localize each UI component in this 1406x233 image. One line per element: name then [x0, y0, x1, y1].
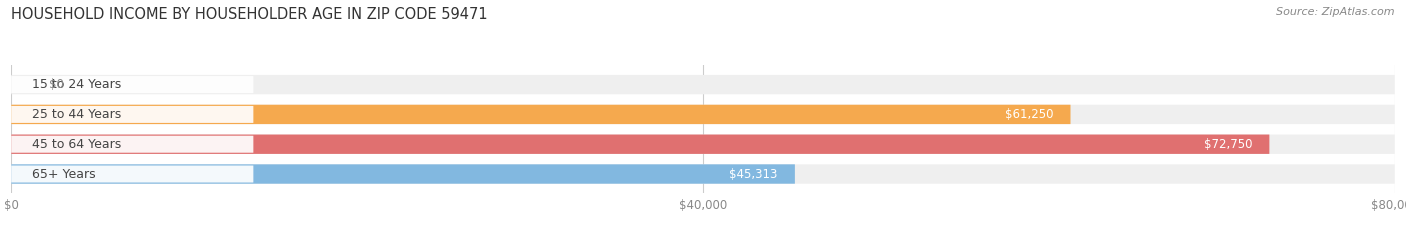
- FancyBboxPatch shape: [11, 134, 1395, 154]
- FancyBboxPatch shape: [11, 75, 1395, 94]
- FancyBboxPatch shape: [11, 105, 1395, 124]
- FancyBboxPatch shape: [11, 164, 794, 184]
- FancyBboxPatch shape: [11, 164, 1395, 184]
- Text: $0: $0: [49, 78, 65, 91]
- Text: 65+ Years: 65+ Years: [32, 168, 96, 181]
- Text: $45,313: $45,313: [730, 168, 778, 181]
- Text: 15 to 24 Years: 15 to 24 Years: [32, 78, 121, 91]
- Text: 25 to 44 Years: 25 to 44 Years: [32, 108, 121, 121]
- Text: $61,250: $61,250: [1005, 108, 1053, 121]
- Text: Source: ZipAtlas.com: Source: ZipAtlas.com: [1277, 7, 1395, 17]
- Text: HOUSEHOLD INCOME BY HOUSEHOLDER AGE IN ZIP CODE 59471: HOUSEHOLD INCOME BY HOUSEHOLDER AGE IN Z…: [11, 7, 488, 22]
- FancyBboxPatch shape: [11, 76, 253, 93]
- Text: 45 to 64 Years: 45 to 64 Years: [32, 138, 121, 151]
- FancyBboxPatch shape: [11, 134, 1270, 154]
- FancyBboxPatch shape: [11, 106, 253, 123]
- Text: $72,750: $72,750: [1204, 138, 1253, 151]
- FancyBboxPatch shape: [11, 136, 253, 153]
- FancyBboxPatch shape: [11, 165, 253, 182]
- FancyBboxPatch shape: [11, 105, 1070, 124]
